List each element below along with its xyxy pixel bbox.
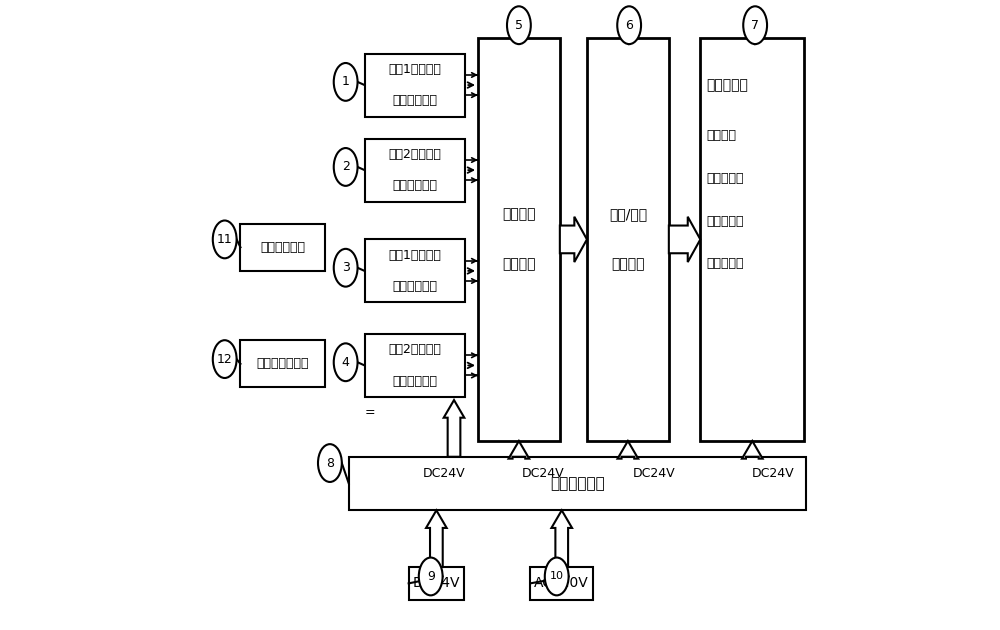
Bar [240,224,325,271]
Text: 1: 1 [342,76,350,88]
Polygon shape [669,217,700,262]
Ellipse shape [318,444,342,482]
Text: DC24V: DC24V [423,467,466,480]
Text: AC220V: AC220V [534,576,589,590]
Text: 点火线圈: 点火线圈 [707,129,737,142]
Text: 凸轮1霍尔转速: 凸轮1霍尔转速 [389,249,441,261]
Text: 信号处理模块: 信号处理模块 [392,180,437,192]
Ellipse shape [419,558,443,595]
Polygon shape [509,441,529,459]
Bar [365,54,465,117]
Text: 7: 7 [751,19,759,32]
Bar [587,38,669,441]
Text: 微控制器: 微控制器 [502,207,536,221]
Polygon shape [426,510,447,567]
Text: 凸轮轴信号齿盘: 凸轮轴信号齿盘 [257,357,309,370]
Polygon shape [618,441,638,459]
Text: 曲轴1霍尔转速: 曲轴1霍尔转速 [389,63,441,76]
Text: 曲轴信号齿盘: 曲轴信号齿盘 [260,241,305,254]
Bar [409,567,464,600]
Text: 喷射/点火: 喷射/点火 [609,207,647,221]
Bar [700,38,804,441]
Text: 11: 11 [217,233,233,246]
Text: 电控喷油器: 电控喷油器 [707,215,744,227]
Ellipse shape [545,558,569,595]
Text: 5: 5 [515,19,523,32]
Text: DC24V: DC24V [632,467,675,480]
Text: 凸轮2霍尔转速: 凸轮2霍尔转速 [389,343,441,356]
Text: 6: 6 [625,19,633,32]
Bar [478,38,560,441]
Text: 电控燃气阀: 电控燃气阀 [707,258,744,270]
Text: DC24V: DC24V [752,467,795,480]
Text: 12: 12 [217,353,233,365]
Polygon shape [444,400,464,457]
Polygon shape [551,510,572,567]
Text: 冗余电源模块: 冗余电源模块 [550,476,605,491]
Text: 驱动模块: 驱动模块 [611,258,645,272]
Ellipse shape [334,249,358,287]
Ellipse shape [213,340,237,378]
Text: 电控单体泵: 电控单体泵 [707,172,744,185]
Text: 3: 3 [342,261,350,274]
Ellipse shape [617,6,641,44]
Ellipse shape [213,220,237,258]
Bar [365,239,465,302]
Bar [349,457,806,510]
Text: 信号处理模块: 信号处理模块 [392,280,437,293]
Bar [365,139,465,202]
Ellipse shape [743,6,767,44]
Text: 系统模块: 系统模块 [502,258,536,272]
Ellipse shape [334,148,358,186]
Text: 信号处理模块: 信号处理模块 [392,375,437,387]
Polygon shape [560,217,587,262]
Ellipse shape [507,6,531,44]
Text: =: = [365,406,375,419]
Text: 曲轴2霍尔转速: 曲轴2霍尔转速 [389,148,441,161]
Text: 4: 4 [342,356,350,369]
Polygon shape [742,441,763,459]
Ellipse shape [334,63,358,101]
Text: DC24V: DC24V [522,467,565,480]
Text: 10: 10 [550,571,564,581]
Text: 9: 9 [427,570,435,583]
Bar [530,567,593,600]
Ellipse shape [334,343,358,381]
Text: 信号处理模块: 信号处理模块 [392,94,437,107]
Text: DC24V: DC24V [413,576,460,590]
Bar [240,340,325,387]
Text: 8: 8 [326,457,334,469]
Text: 驱动对象：: 驱动对象： [707,78,749,92]
Bar [365,334,465,397]
Text: 2: 2 [342,161,350,173]
